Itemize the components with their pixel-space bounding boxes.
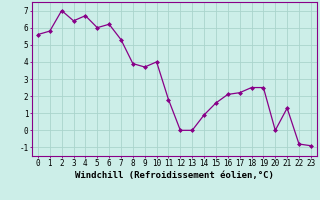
X-axis label: Windchill (Refroidissement éolien,°C): Windchill (Refroidissement éolien,°C): [75, 171, 274, 180]
